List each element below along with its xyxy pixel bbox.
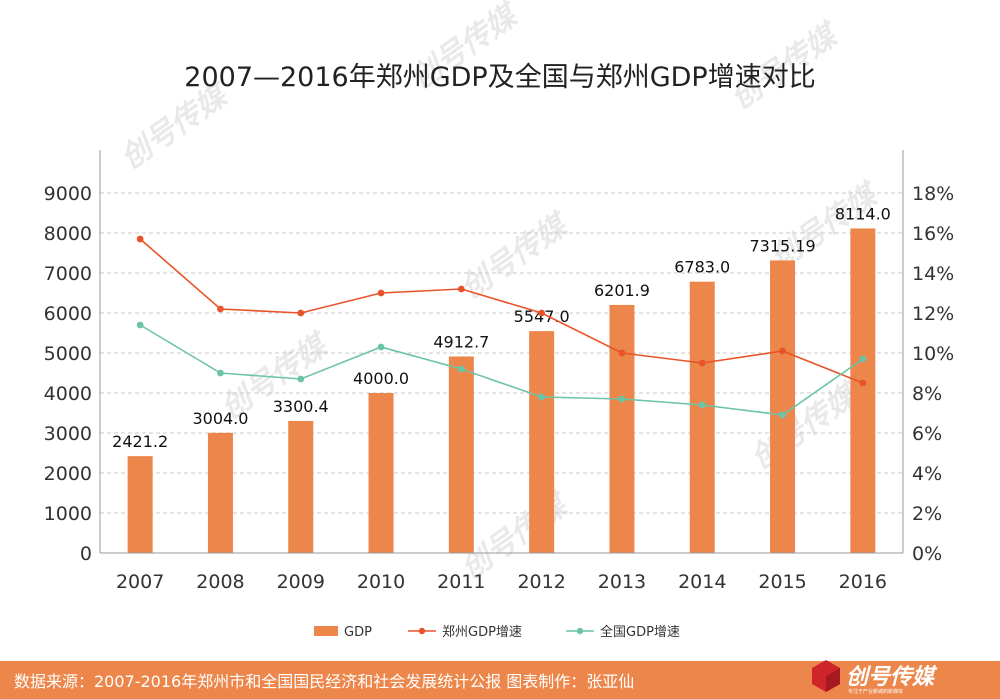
- y-right-tick-label: 18%: [912, 183, 954, 205]
- y-left-tick-label: 3000: [44, 423, 92, 445]
- bar-label-2013: 6201.9: [594, 281, 650, 300]
- line-point-1-2016: [859, 355, 867, 363]
- line-point-0-2008: [217, 305, 224, 313]
- line-point-0-2015: [779, 347, 786, 355]
- bar-series-gdp: [127, 228, 876, 553]
- legend-marker-1: [576, 627, 584, 635]
- axes: 0 1000 2000 3000 4000 5000 6000 7000 8000 9000 0% 2…: [44, 150, 954, 593]
- line-point-0-2014: [698, 359, 706, 367]
- legend: GDP 郑州GDP增速 全国GDP增速: [314, 624, 680, 640]
- y-right-tick-label: 2%: [912, 503, 942, 525]
- line-point-1-2010: [377, 343, 385, 351]
- y-right-tick-label: 8%: [912, 383, 942, 405]
- brand-logo: 创号传媒 专注于产业新城的新媒体: [812, 660, 938, 695]
- y-left-tick-label: 5000: [44, 343, 92, 365]
- y-right-tick-label: 6%: [912, 423, 942, 445]
- y-left-tick-label: 4000: [44, 383, 92, 405]
- x-tick-label: 2010: [357, 571, 405, 593]
- y-right-tick-label: 16%: [912, 223, 954, 245]
- legend-label-0: 郑州GDP增速: [442, 625, 522, 640]
- x-tick-label: 2016: [839, 571, 887, 593]
- bar-label-2015: 7315.19: [749, 236, 815, 255]
- bar-gdp-2013: [609, 304, 635, 553]
- x-tick-label: 2013: [598, 571, 646, 593]
- y-left-tick-label: 0: [80, 543, 92, 565]
- line-series: [136, 235, 867, 419]
- x-tick-label: 2009: [277, 571, 325, 593]
- legend-swatch-gdp: [314, 626, 338, 636]
- y-left-tick-label: 2000: [44, 463, 92, 485]
- line-point-1-2014: [698, 401, 706, 409]
- x-tick-label: 2008: [196, 571, 244, 593]
- y-left-tick-label: 8000: [44, 223, 92, 245]
- line-point-0-2016: [859, 379, 867, 387]
- y-right-tick-label: 12%: [912, 303, 954, 325]
- bar-gdp-2009: [288, 420, 314, 553]
- bar-label-2010: 4000.0: [353, 369, 409, 388]
- brand-logo-text: 创号传媒: [846, 665, 938, 690]
- line-point-1-2007: [136, 321, 144, 329]
- line-series-1: [139, 324, 864, 416]
- brand-cube-shade-icon: [826, 668, 840, 692]
- line-point-0-2012: [538, 309, 546, 317]
- line-point-0-2010: [377, 289, 385, 297]
- bar-label-2009: 3300.4: [273, 397, 329, 416]
- bar-gdp-2015: [770, 260, 796, 553]
- line-point-1-2012: [538, 393, 546, 401]
- bar-label-2014: 6783.0: [674, 258, 730, 277]
- footer-source: 数据来源：2007-2016年郑州市和全国国民经济和社会发展统计公报 图表制作：…: [14, 672, 634, 691]
- watermark-logo: 创号传媒: [745, 376, 867, 476]
- gridlines: [100, 192, 903, 514]
- line-point-0-2011: [457, 285, 465, 293]
- y-right-tick-label: 14%: [912, 263, 954, 285]
- bar-gdp-2011: [448, 356, 474, 553]
- legend-label-1: 全国GDP增速: [600, 624, 680, 640]
- line-point-1-2008: [217, 369, 224, 377]
- y-left-tick-label: 6000: [44, 303, 92, 325]
- legend-marker-0: [418, 627, 426, 635]
- line-point-0-2009: [297, 309, 305, 317]
- y-right-tick-label: 4%: [912, 463, 942, 485]
- bar-label-2016: 8114.0: [835, 204, 891, 223]
- line-point-0-2013: [618, 349, 626, 357]
- bar-gdp-2008: [207, 432, 233, 553]
- bar-label-2008: 3004.0: [192, 409, 248, 428]
- y-left-tick-label: 1000: [44, 503, 92, 525]
- y-left-tick-label: 7000: [44, 263, 92, 285]
- x-tick-label: 2012: [517, 571, 565, 593]
- bar-data-labels: 2421.2 3004.0 3300.4 4000.0 4912.7 5547.0 6201…: [112, 204, 891, 451]
- line-point-1-2015: [779, 411, 786, 419]
- watermark-logo: 创号传媒: [455, 206, 577, 306]
- line-point-1-2013: [618, 395, 626, 403]
- chart-title: 2007—2016年郑州GDP及全国与郑州GDP增速对比: [184, 62, 815, 93]
- bar-gdp-2012: [529, 331, 555, 553]
- line-series-0: [139, 238, 864, 384]
- x-tick-label: 2015: [758, 571, 806, 593]
- bar-gdp-2014: [689, 281, 715, 553]
- bar-label-2007: 2421.2: [112, 432, 168, 451]
- bar-gdp-2010: [368, 393, 394, 553]
- x-tick-label: 2011: [437, 571, 485, 593]
- y-right-tick-label: 10%: [912, 343, 954, 365]
- brand-tagline: 专注于产业新城的新媒体: [848, 688, 903, 695]
- line-point-1-2011: [457, 365, 465, 373]
- x-tick-label: 2007: [116, 571, 164, 593]
- x-tick-label: 2014: [678, 571, 726, 593]
- line-point-0-2007: [136, 235, 144, 243]
- y-left-tick-label: 9000: [44, 183, 92, 205]
- line-point-1-2009: [297, 375, 305, 383]
- bar-label-2011: 4912.7: [433, 332, 489, 351]
- bar-gdp-2007: [127, 456, 153, 553]
- y-right-tick-label: 0%: [912, 543, 942, 565]
- bar-label-2012: 5547.0: [514, 307, 570, 326]
- bar-gdp-2016: [850, 228, 876, 553]
- legend-label-gdp: GDP: [344, 625, 372, 640]
